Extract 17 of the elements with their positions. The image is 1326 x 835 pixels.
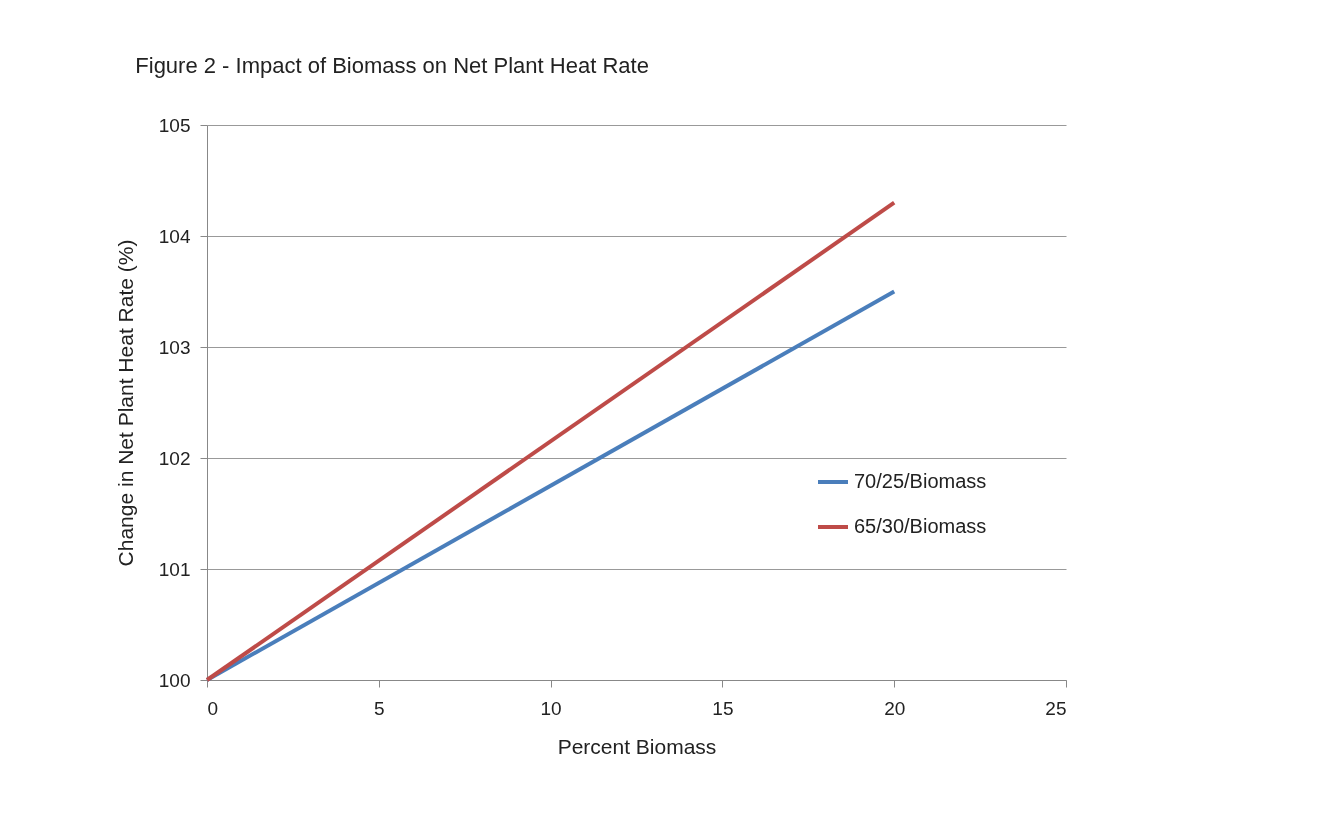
x-tick-label: 10 — [540, 697, 562, 719]
y-tick-label: 105 — [158, 114, 191, 136]
x-tick-label: 25 — [1045, 697, 1067, 719]
x-tick-label: 5 — [374, 697, 385, 719]
y-axis-title: Change in Net Plant Heat Rate (%) — [113, 239, 137, 567]
x-tick-label: 15 — [712, 697, 734, 719]
x-axis-title: Percent Biomass — [557, 734, 717, 758]
x-tick-label: 0 — [207, 697, 219, 719]
y-tick-label: 104 — [158, 225, 191, 247]
y-tick-label: 103 — [158, 336, 191, 358]
y-tick-label: 102 — [158, 447, 191, 469]
y-tick-label: 100 — [158, 669, 191, 691]
legend-label: 65/30/Biomass — [854, 515, 987, 537]
chart-title: Figure 2 - Impact of Biomass on Net Plant Heat Rate — [135, 53, 649, 78]
y-tick-label: 101 — [158, 558, 191, 580]
legend-label: 70/25/Biomass — [854, 470, 987, 492]
x-tick-label: 20 — [884, 697, 906, 719]
